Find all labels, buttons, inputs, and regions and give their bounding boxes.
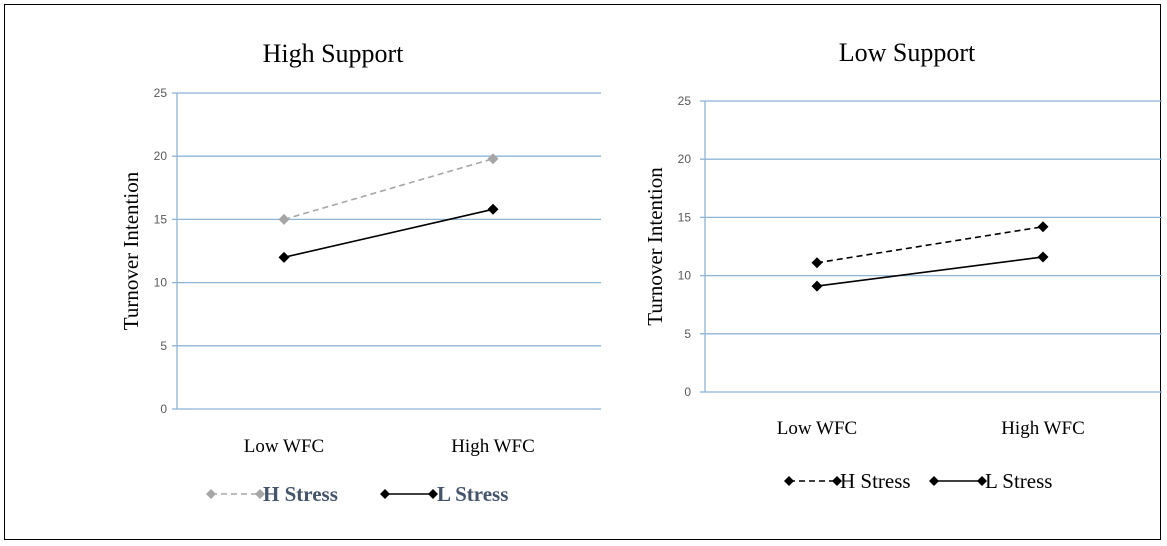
legend-marker (784, 476, 794, 486)
data-point-marker (1037, 221, 1049, 233)
legend-marker (380, 489, 390, 499)
series-line-h-stress (283, 157, 494, 221)
legend-marker (929, 476, 939, 486)
chart-title: High Support (263, 39, 405, 68)
y-axis-label: Turnover Intention (643, 167, 667, 326)
legend-marker (255, 489, 265, 499)
x-category-label: Low WFC (777, 418, 857, 439)
y-tick-label: 5 (684, 327, 691, 341)
y-tick-label: 20 (678, 152, 692, 166)
legend-label: L Stress (985, 469, 1052, 493)
chart-high-support: High Support Turnover Intention 0 5 10 15 20 25… (119, 39, 601, 506)
y-tick-label: 0 (160, 402, 167, 416)
legend-label: H Stress (263, 482, 338, 506)
y-tick-label: 25 (154, 86, 168, 100)
y-axis-label: Turnover Intention (119, 171, 143, 330)
y-tick-label: 15 (154, 212, 168, 226)
data-point-marker (811, 280, 823, 292)
series-line-l-stress (283, 208, 494, 259)
data-point-marker (811, 257, 823, 269)
legend-marker (428, 489, 438, 499)
figure-frame: High Support Turnover Intention 0 5 10 15 20 25… (4, 4, 1162, 540)
chart-title: Low Support (839, 38, 976, 67)
y-tick-label: 5 (160, 339, 167, 353)
data-point-marker (278, 213, 290, 225)
figure-svg: High Support Turnover Intention 0 5 10 15 20 25… (119, 38, 1162, 506)
chart-low-support: Low Support Turnover Intention 0 5 10 15 20 25 L… (643, 38, 1162, 493)
legend-label: L Stress (437, 482, 508, 506)
y-tick-label: 25 (678, 94, 692, 108)
series-line-l-stress (816, 256, 1044, 287)
legend-label: H Stress (840, 469, 911, 493)
y-tick-label: 10 (154, 276, 168, 290)
data-point-marker (278, 251, 290, 263)
data-point-marker (487, 153, 499, 165)
data-point-marker (1037, 251, 1049, 263)
x-category-label: High WFC (1001, 418, 1085, 439)
y-tick-label: 0 (684, 385, 691, 399)
y-tick-label: 10 (678, 269, 692, 283)
legend-marker (977, 476, 987, 486)
series-line-h-stress (816, 225, 1044, 264)
x-category-label: Low WFC (244, 436, 324, 457)
y-tick-label: 20 (154, 149, 168, 163)
legend-marker (832, 476, 842, 486)
y-tick-label: 15 (678, 210, 692, 224)
legend-marker (206, 489, 216, 499)
data-point-marker (487, 203, 499, 215)
x-category-label: High WFC (451, 436, 535, 457)
